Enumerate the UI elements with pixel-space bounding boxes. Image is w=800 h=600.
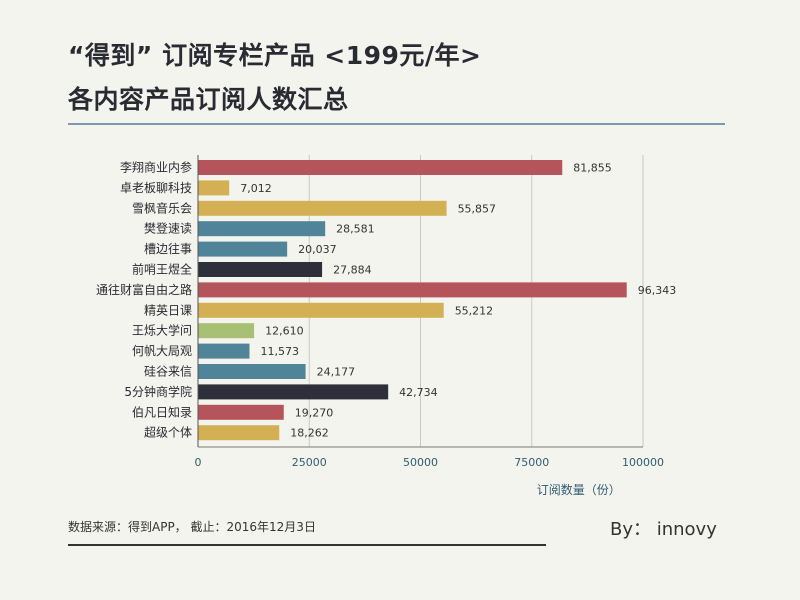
x-tick-label: 75000 <box>514 456 549 469</box>
data-label: 81,855 <box>573 162 612 175</box>
bar <box>198 200 447 216</box>
data-label: 12,610 <box>265 325 304 338</box>
x-tick-label: 0 <box>195 456 202 469</box>
category-label: 樊登速读 <box>144 221 192 236</box>
bar <box>198 425 280 441</box>
data-label: 55,212 <box>455 304 494 317</box>
data-source-note: 数据来源：得到APP， 截止：2016年12月3日 <box>68 520 316 534</box>
category-label: 何帆大局观 <box>132 343 192 358</box>
bar <box>198 302 444 318</box>
category-label: 槽边往事 <box>144 241 192 256</box>
data-label: 18,262 <box>290 427 329 440</box>
category-label: 雪枫音乐会 <box>132 200 192 215</box>
category-label: 前哨王煜全 <box>132 262 192 277</box>
bar <box>198 364 306 379</box>
chart-title: “得到” 订阅专栏产品 <199元/年> <box>68 41 482 70</box>
x-tick-label: 50000 <box>403 456 438 469</box>
footer-divider <box>68 544 546 546</box>
bar <box>198 282 627 298</box>
data-label: 24,177 <box>317 366 356 379</box>
category-label: 超级个体 <box>144 425 192 440</box>
bar <box>198 323 255 339</box>
data-label: 20,037 <box>298 243 337 256</box>
data-label: 7,012 <box>240 182 272 195</box>
category-label: 5分钟商学院 <box>124 384 192 399</box>
bar <box>198 160 563 175</box>
data-label: 96,343 <box>638 284 677 297</box>
bar <box>198 221 326 237</box>
data-label: 42,734 <box>399 386 438 399</box>
data-label: 28,581 <box>336 223 375 236</box>
x-tick-label: 25000 <box>292 456 327 469</box>
data-label: 19,270 <box>295 406 334 419</box>
x-tick-label: 100000 <box>622 456 664 469</box>
category-label: 通往财富自由之路 <box>96 282 192 297</box>
x-axis-title: 订阅数量（份） <box>537 482 621 497</box>
category-label: 伯凡日知录 <box>132 404 192 419</box>
bar <box>198 384 389 400</box>
data-label: 27,884 <box>333 264 372 277</box>
category-label: 王烁大学问 <box>132 323 192 338</box>
category-label: 精英日课 <box>144 303 192 317</box>
author-byline: By： innovy <box>610 519 717 540</box>
category-label: 硅谷来信 <box>144 365 192 379</box>
category-label: 李翔商业内参 <box>120 160 192 175</box>
bar <box>198 343 250 359</box>
data-label: 55,857 <box>458 202 497 215</box>
bar <box>198 404 284 420</box>
title-divider <box>68 123 725 125</box>
bar <box>198 241 288 257</box>
bar <box>198 262 323 277</box>
data-label: 11,573 <box>260 345 299 358</box>
chart-subtitle: 各内容产品订阅人数汇总 <box>68 85 349 114</box>
category-label: 卓老板聊科技 <box>120 181 192 195</box>
bar <box>198 180 230 196</box>
